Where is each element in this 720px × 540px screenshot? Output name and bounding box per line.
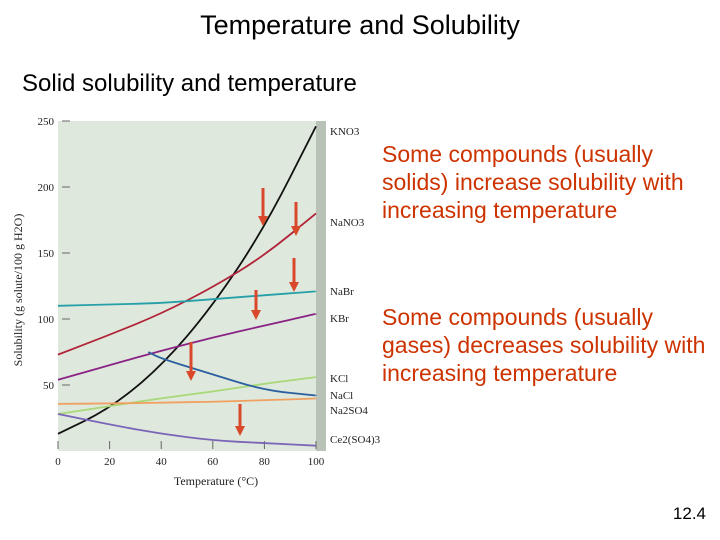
series-label: KCl [330,373,348,385]
y-tick-label: 50 [43,380,55,392]
decrease-note: Some compounds (usually gases) decreases… [382,304,706,386]
x-axis-title: Temperature (°C) [174,474,258,488]
series-label: NaNO3 [330,217,365,229]
slide-subtitle: Solid solubility and temperature [22,70,357,97]
plot-shadow [316,121,326,451]
y-tick-label: 250 [38,116,55,128]
x-tick-label: 80 [259,456,271,468]
series-line-nabr [57,290,317,307]
arrow-marker [291,202,301,236]
arrow-marker [235,404,245,436]
series-line-na2so4 [147,351,317,397]
arrow-marker [251,290,261,320]
y-tick-label: 100 [38,314,55,326]
series-line-kbr [57,312,317,381]
series-label: NaCl [330,390,353,402]
series-label: Ce2(SO4)3 [330,434,381,446]
slide-title: Temperature and Solubility [200,10,520,40]
arrow-marker [258,188,268,226]
x-tick-label: 60 [207,456,219,468]
page-number: 12.4 [672,504,706,523]
y-tick-label: 150 [38,248,55,260]
series-label: NaBr [330,286,354,298]
y-axis-title: Solubility (g solute/100 g H2O) [11,214,25,367]
x-tick-label: 40 [156,456,168,468]
increase-note: Some compounds (usually solids) increase… [382,141,684,223]
arrow-marker [289,258,299,292]
series-line-nacl [57,397,317,405]
y-tick-label: 200 [38,182,55,194]
series-line-kno3 [57,125,317,435]
x-tick-label: 100 [308,456,325,468]
series-label: KBr [330,313,349,325]
series-line-ce2so43 [57,413,317,447]
series-line-kcl [57,376,317,415]
plot-area [58,121,316,451]
series-label: Na2SO4 [330,405,368,417]
x-tick-label: 0 [55,456,61,468]
arrow-marker [186,342,196,381]
series-label: KNO3 [330,126,360,138]
x-tick-label: 20 [104,456,116,468]
